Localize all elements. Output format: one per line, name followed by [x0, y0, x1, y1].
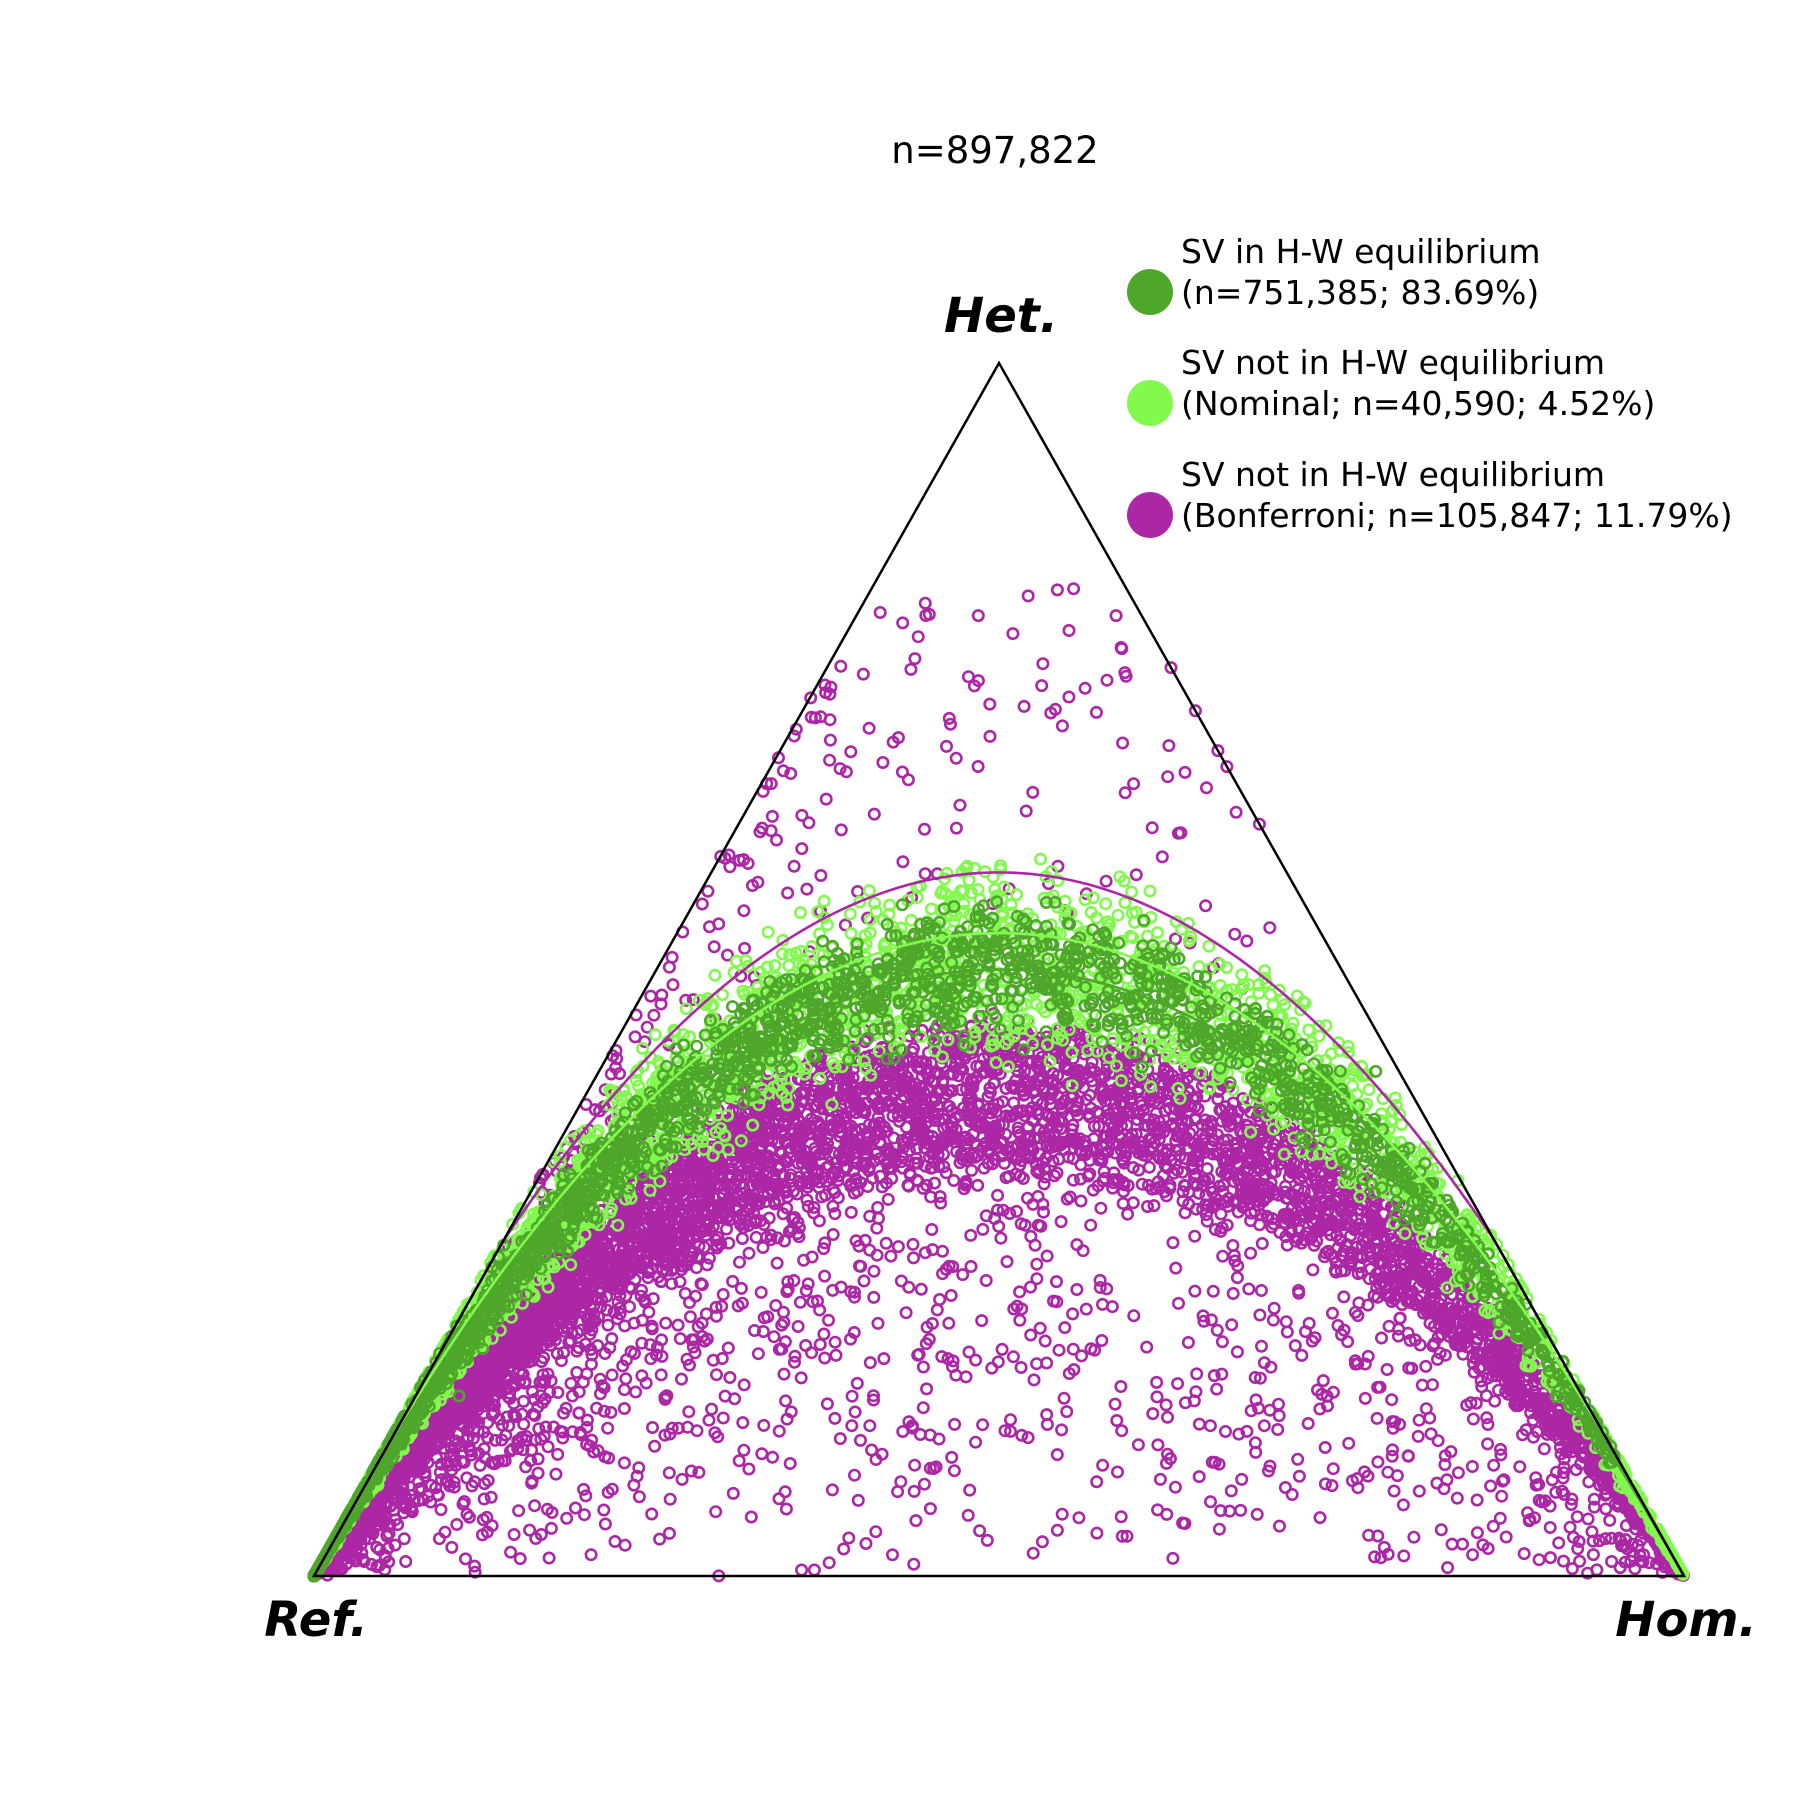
data-point-bonferroni	[881, 1192, 895, 1206]
data-point-bonferroni	[1255, 1237, 1269, 1251]
data-point-bonferroni	[800, 1073, 814, 1087]
chart-title: n=897,822	[891, 129, 1098, 172]
data-point-bonferroni	[981, 1090, 995, 1104]
data-point-bonferroni	[871, 1201, 885, 1215]
data-point-bonferroni	[939, 1166, 953, 1180]
data-point-bonferroni	[1147, 1199, 1161, 1213]
data-point-bonferroni	[1066, 1173, 1080, 1187]
data-point-bonferroni	[1074, 1194, 1088, 1208]
data-point-bonferroni	[928, 1176, 942, 1190]
data-point-bonferroni	[1050, 1166, 1064, 1180]
data-point-bonferroni	[1142, 1160, 1156, 1174]
data-point-bonferroni	[613, 1288, 627, 1302]
points-layer	[307, 582, 1691, 1583]
data-point-bonferroni	[996, 1203, 1010, 1217]
data-point-bonferroni	[826, 1228, 840, 1242]
data-point-bonferroni	[1084, 1218, 1098, 1232]
data-point-bonferroni	[1033, 1131, 1047, 1145]
data-point-bonferroni	[1306, 1263, 1320, 1277]
data-point-bonferroni	[971, 1178, 985, 1192]
